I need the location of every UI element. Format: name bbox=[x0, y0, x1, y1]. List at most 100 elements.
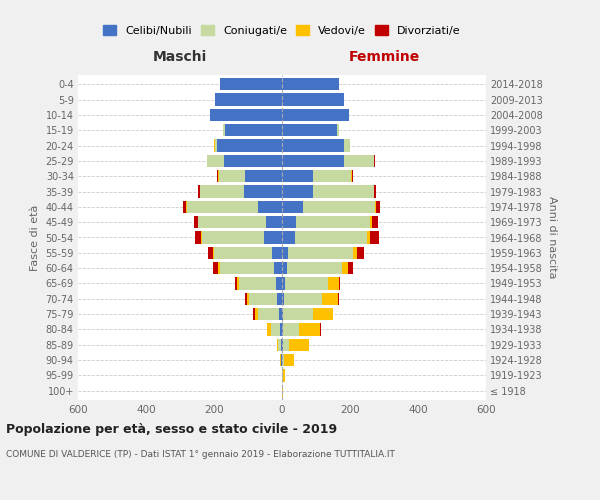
Bar bbox=[212, 262, 218, 274]
Bar bbox=[207, 154, 224, 167]
Bar bbox=[344, 139, 350, 152]
Bar bbox=[332, 308, 334, 320]
Bar bbox=[287, 262, 342, 274]
Bar bbox=[215, 139, 217, 152]
Bar bbox=[282, 78, 339, 90]
Bar bbox=[218, 262, 220, 274]
Bar bbox=[210, 108, 282, 121]
Bar bbox=[313, 185, 374, 198]
Bar bbox=[282, 93, 344, 106]
Bar bbox=[283, 323, 299, 336]
Bar bbox=[283, 338, 289, 351]
Bar bbox=[278, 338, 281, 351]
Bar bbox=[344, 154, 374, 167]
Bar bbox=[187, 200, 257, 213]
Bar bbox=[217, 139, 282, 152]
Bar bbox=[348, 262, 353, 274]
Bar bbox=[277, 338, 278, 351]
Bar bbox=[328, 277, 339, 290]
Bar bbox=[274, 262, 282, 274]
Bar bbox=[219, 170, 245, 182]
Bar bbox=[282, 323, 283, 336]
Bar bbox=[276, 277, 282, 290]
Bar bbox=[225, 124, 282, 136]
Bar bbox=[265, 231, 282, 244]
Bar bbox=[282, 246, 288, 259]
Bar bbox=[282, 108, 349, 121]
Bar bbox=[257, 200, 282, 213]
Bar bbox=[374, 154, 375, 167]
Bar bbox=[200, 185, 244, 198]
Bar bbox=[289, 338, 308, 351]
Bar bbox=[217, 170, 218, 182]
Bar bbox=[288, 246, 353, 259]
Bar bbox=[282, 384, 283, 397]
Bar bbox=[282, 154, 344, 167]
Bar bbox=[375, 200, 376, 213]
Legend: Celibi/Nubili, Coniugati/e, Vedovi/e, Divorziati/e: Celibi/Nubili, Coniugati/e, Vedovi/e, Di… bbox=[100, 22, 464, 40]
Bar bbox=[303, 200, 375, 213]
Bar bbox=[339, 277, 340, 290]
Bar bbox=[313, 170, 352, 182]
Bar bbox=[352, 170, 353, 182]
Bar bbox=[353, 246, 358, 259]
Bar bbox=[282, 124, 337, 136]
Bar bbox=[238, 277, 239, 290]
Bar bbox=[358, 246, 364, 259]
Bar bbox=[198, 185, 200, 198]
Bar bbox=[283, 369, 286, 382]
Bar bbox=[374, 185, 376, 198]
Bar bbox=[196, 231, 202, 244]
Text: COMUNE DI VALDERICE (TP) - Dati ISTAT 1° gennaio 2019 - Elaborazione TUTTITALIA.: COMUNE DI VALDERICE (TP) - Dati ISTAT 1°… bbox=[6, 450, 395, 459]
Text: Maschi: Maschi bbox=[153, 50, 207, 64]
Bar bbox=[282, 277, 285, 290]
Bar bbox=[282, 139, 344, 152]
Bar bbox=[255, 308, 258, 320]
Bar bbox=[267, 323, 268, 336]
Bar bbox=[372, 216, 378, 228]
Bar bbox=[313, 308, 332, 320]
Bar bbox=[247, 292, 250, 305]
Bar bbox=[296, 216, 370, 228]
Bar bbox=[285, 277, 328, 290]
Bar bbox=[250, 292, 277, 305]
Bar bbox=[184, 200, 186, 213]
Bar bbox=[376, 200, 380, 213]
Bar bbox=[245, 292, 247, 305]
Bar bbox=[282, 170, 313, 182]
Bar bbox=[268, 323, 271, 336]
Text: Femmine: Femmine bbox=[349, 50, 419, 64]
Bar bbox=[213, 246, 214, 259]
Bar bbox=[370, 216, 372, 228]
Bar bbox=[284, 354, 293, 366]
Bar bbox=[320, 323, 321, 336]
Bar bbox=[218, 170, 219, 182]
Bar bbox=[322, 292, 338, 305]
Bar bbox=[197, 216, 199, 228]
Bar bbox=[199, 216, 266, 228]
Bar bbox=[244, 185, 282, 198]
Y-axis label: Anni di nascita: Anni di nascita bbox=[547, 196, 557, 279]
Bar bbox=[282, 216, 296, 228]
Bar bbox=[282, 185, 313, 198]
Bar bbox=[282, 308, 283, 320]
Bar bbox=[281, 354, 282, 366]
Bar bbox=[272, 246, 282, 259]
Bar bbox=[299, 323, 320, 336]
Bar bbox=[266, 216, 282, 228]
Bar bbox=[253, 308, 255, 320]
Bar bbox=[235, 277, 238, 290]
Bar bbox=[224, 154, 282, 167]
Bar bbox=[284, 292, 322, 305]
Bar bbox=[282, 231, 295, 244]
Bar bbox=[186, 200, 187, 213]
Bar bbox=[202, 231, 265, 244]
Bar bbox=[282, 369, 283, 382]
Bar bbox=[282, 262, 287, 274]
Bar bbox=[280, 323, 282, 336]
Bar bbox=[283, 308, 313, 320]
Bar bbox=[370, 231, 379, 244]
Bar bbox=[282, 200, 303, 213]
Y-axis label: Fasce di età: Fasce di età bbox=[30, 204, 40, 270]
Bar bbox=[223, 124, 225, 136]
